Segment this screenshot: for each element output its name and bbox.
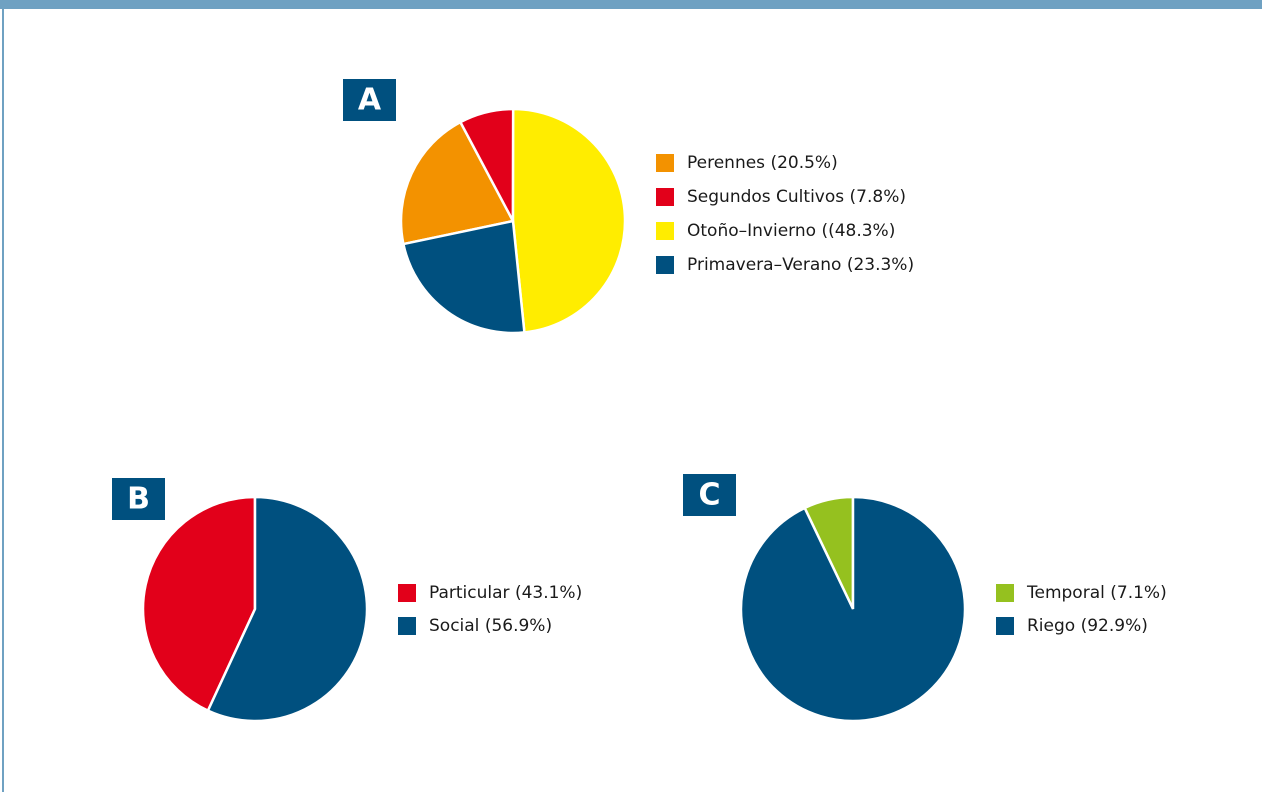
legend-category: Perennes bbox=[687, 153, 765, 173]
legend-value: (7.8%) bbox=[850, 187, 906, 207]
legend-label: Otoño–Invierno ((48.3%) bbox=[687, 221, 895, 241]
panel-letter-box bbox=[683, 474, 736, 516]
legend-label: Primavera–Verano (23.3%) bbox=[687, 255, 914, 275]
legend-category: Otoño–Invierno bbox=[687, 221, 816, 241]
legend-swatch bbox=[996, 584, 1014, 602]
legend-swatch bbox=[656, 222, 674, 240]
legend-label: Social (56.9%) bbox=[429, 616, 552, 636]
legend-value: (7.1%) bbox=[1110, 583, 1166, 603]
legend-label: Particular (43.1%) bbox=[429, 583, 582, 603]
top-bar bbox=[0, 0, 1262, 9]
legend-category: Segundos Cultivos bbox=[687, 187, 844, 207]
pie-slice bbox=[206, 495, 369, 723]
legend-swatch bbox=[398, 617, 416, 635]
legend-category: Temporal bbox=[1026, 583, 1105, 603]
legend-category: Primavera–Verano bbox=[687, 255, 841, 275]
pie-slice bbox=[401, 219, 526, 335]
pie-slice bbox=[739, 495, 967, 723]
pie-slice bbox=[141, 495, 257, 713]
legend-label: Riego (92.9%) bbox=[1027, 616, 1148, 636]
panel-letter: A bbox=[358, 83, 382, 118]
legend-category: Particular bbox=[429, 583, 510, 603]
legend-swatch bbox=[398, 584, 416, 602]
legend-value: (20.5%) bbox=[770, 153, 837, 173]
legend-swatch bbox=[656, 188, 674, 206]
legend-swatch bbox=[656, 256, 674, 274]
panel-letter: C bbox=[698, 478, 720, 513]
legend-value: (43.1%) bbox=[515, 583, 582, 603]
panel-letter: B bbox=[127, 482, 150, 517]
legend-value: (23.3%) bbox=[847, 255, 914, 275]
legend-value: (92.9%) bbox=[1081, 616, 1148, 636]
legend-category: Riego bbox=[1027, 616, 1075, 636]
legend-category: Social bbox=[429, 616, 479, 636]
legend-label: Temporal (7.1%) bbox=[1026, 583, 1167, 603]
legend-label: Segundos Cultivos (7.8%) bbox=[687, 187, 906, 207]
legend-swatch bbox=[996, 617, 1014, 635]
panel-letter-box bbox=[343, 79, 396, 121]
legend-value: ((48.3%) bbox=[821, 221, 895, 241]
legend-label: Perennes (20.5%) bbox=[687, 153, 838, 173]
pie-slice bbox=[399, 120, 515, 246]
legend-swatch bbox=[656, 154, 674, 172]
pie-slice bbox=[511, 107, 627, 334]
legend-value: (56.9%) bbox=[485, 616, 552, 636]
panel-letter-box bbox=[112, 478, 165, 520]
left-border bbox=[2, 9, 4, 792]
